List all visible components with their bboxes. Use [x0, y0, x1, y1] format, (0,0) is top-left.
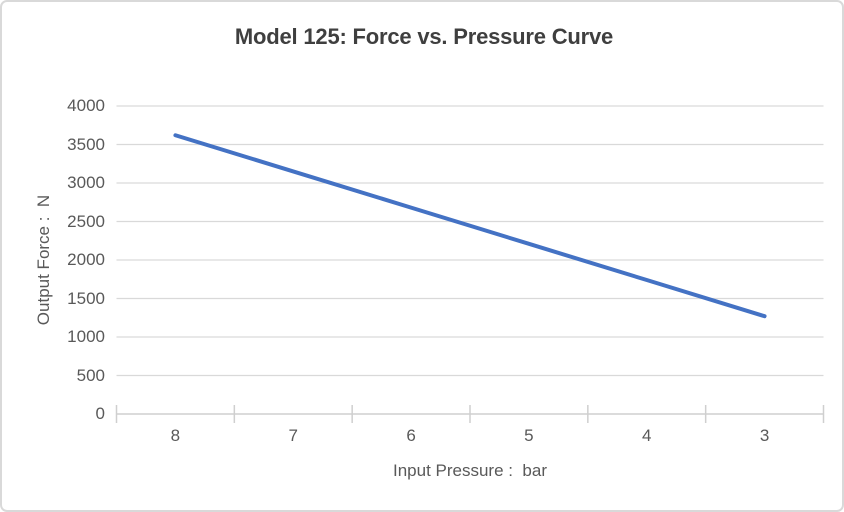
y-tick-label: 1000 — [67, 327, 105, 346]
chart-title: Model 125: Force vs. Pressure Curve — [234, 24, 614, 49]
y-tick-label: 3500 — [67, 134, 105, 154]
y-axis-title: Output Force : N — [34, 194, 53, 326]
force-pressure-line — [173, 133, 767, 319]
x-axis-title: Input Pressure : bar — [392, 461, 548, 480]
y-tick-label: 3000 — [67, 173, 105, 192]
x-tick-label: 6 — [406, 426, 416, 445]
x-tick-label: 7 — [288, 426, 298, 445]
y-tick-label: 0 — [95, 404, 105, 423]
y-tick-label: 500 — [76, 365, 105, 385]
y-tick-label: 4000 — [67, 96, 105, 115]
x-tick-label: 4 — [642, 426, 652, 445]
y-tick-label: 2000 — [67, 250, 105, 269]
x-tick-label: 5 — [524, 426, 534, 445]
y-tick-label: 1500 — [67, 288, 105, 308]
y-tick-label: 2500 — [67, 211, 105, 231]
x-tick-label: 3 — [759, 426, 770, 445]
x-tick-label: 8 — [170, 426, 181, 445]
